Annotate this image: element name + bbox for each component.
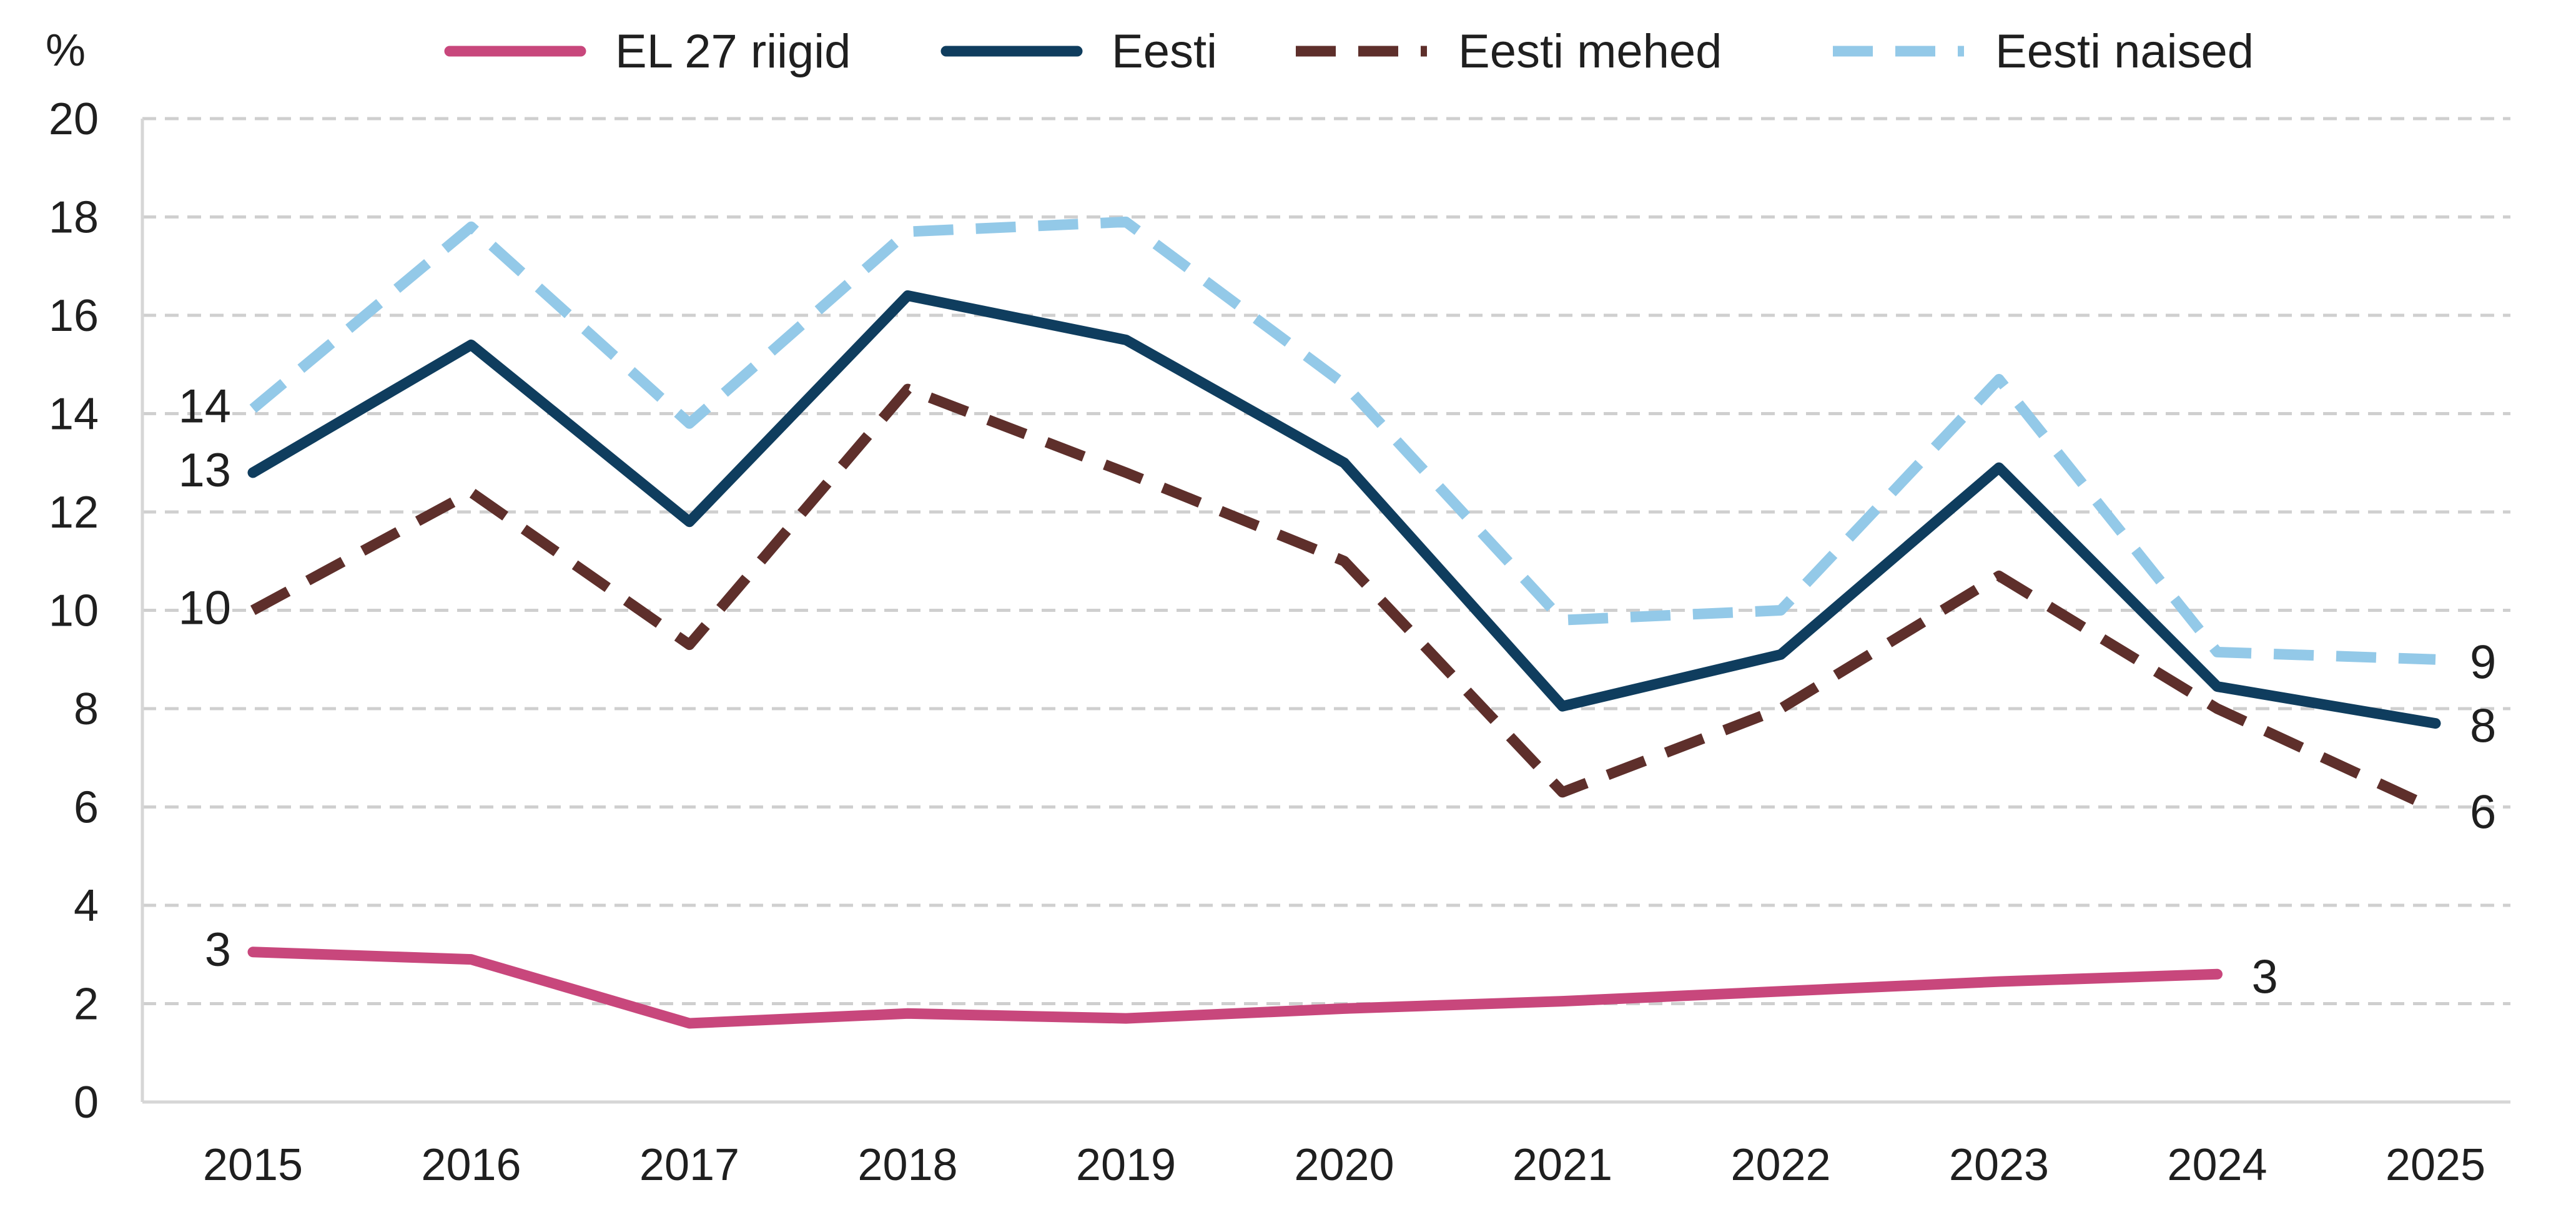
x-tick-label: 2022 xyxy=(1730,1140,1830,1190)
legend-label-eesti-naised: Eesti naised xyxy=(1995,25,2254,78)
y-tick-label: 10 xyxy=(49,586,99,636)
y-tick-label: 6 xyxy=(74,783,99,833)
legend: EL 27 riigid Eesti Eesti mehed Eesti naised xyxy=(444,25,2254,78)
y-tick-label: 4 xyxy=(74,881,99,931)
series-line-eesti xyxy=(247,290,2441,729)
y-tick-label: 18 xyxy=(49,193,99,243)
data-label-start-eesti-naised: 14 xyxy=(178,380,231,433)
series-line-eesti-mehed xyxy=(250,383,2438,815)
data-label-end-eesti-naised: 9 xyxy=(2470,636,2496,689)
data-label-end-eesti-mehed: 6 xyxy=(2470,785,2496,839)
data-label-end-eesti: 8 xyxy=(2470,700,2496,753)
y-tick-label: 14 xyxy=(49,390,99,440)
series-lines xyxy=(247,216,2441,1029)
y-tick-label: 8 xyxy=(74,684,99,734)
x-tick-label: 2016 xyxy=(421,1140,521,1190)
data-label-start-eesti-mehed: 10 xyxy=(178,582,231,635)
y-axis-unit-label: % xyxy=(46,26,86,76)
x-tick-label: 2019 xyxy=(1076,1140,1176,1190)
y-tick-label: 16 xyxy=(49,291,99,341)
legend-label-eesti-mehed: Eesti mehed xyxy=(1458,25,1722,78)
x-tick-label: 2023 xyxy=(1949,1140,2049,1190)
y-tick-label: 2 xyxy=(74,980,99,1030)
series-line-el-27-riigid xyxy=(247,947,2223,1029)
x-tick-label: 2024 xyxy=(2167,1140,2267,1190)
x-tick-label: 2017 xyxy=(639,1140,739,1190)
y-tick-label: 12 xyxy=(49,488,99,538)
data-label-end-el-27-riigid: 3 xyxy=(2252,950,2278,1003)
y-tick-label: 0 xyxy=(74,1078,99,1128)
x-tick-label: 2020 xyxy=(1294,1140,1394,1190)
x-tick-label: 2021 xyxy=(1513,1140,1612,1190)
x-tick-label: 2018 xyxy=(857,1140,957,1190)
y-tick-label: 20 xyxy=(49,94,99,144)
x-tick-label: 2025 xyxy=(2386,1140,2485,1190)
x-tick-label: 2015 xyxy=(203,1140,303,1190)
legend-label-el-27-riigid: EL 27 riigid xyxy=(615,25,851,78)
legend-label-eesti: Eesti xyxy=(1112,25,1217,78)
gridlines xyxy=(142,117,2510,1005)
data-label-start-el-27-riigid: 3 xyxy=(205,923,231,976)
series-line-eesti-naised xyxy=(249,216,2436,665)
data-labels: 3 3 13 8 10 6 14 9 xyxy=(178,380,2496,1004)
data-label-start-eesti: 13 xyxy=(178,444,231,497)
axes: 0 2 4 6 8 10 12 14 16 18 20 2015 2016 2017 2018 2019 202… xyxy=(49,94,2510,1190)
